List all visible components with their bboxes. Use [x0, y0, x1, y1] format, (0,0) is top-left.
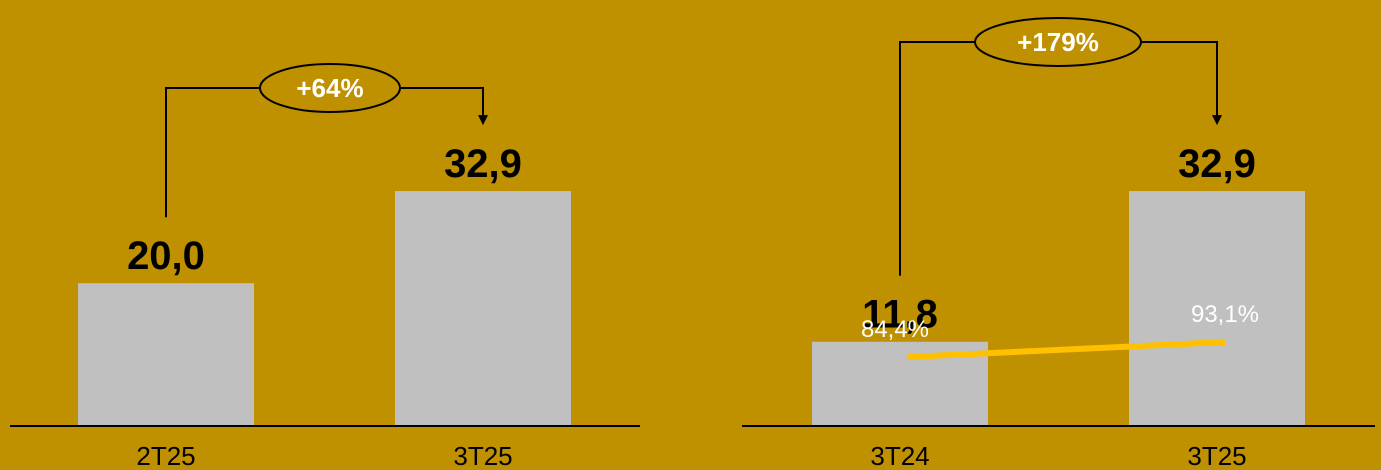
- percentage-label: 93,1%: [1191, 301, 1259, 328]
- bar-2t25: [78, 283, 254, 426]
- x-tick-label: 3T24: [870, 441, 929, 470]
- x-tick-label: 3T25: [1187, 441, 1246, 470]
- x-tick-label: 2T25: [136, 441, 195, 470]
- growth-badge-label: +64%: [296, 73, 363, 103]
- growth-badge-label: +179%: [1017, 27, 1099, 57]
- data-label: 11,8: [862, 293, 938, 337]
- data-label: 32,9: [444, 142, 522, 186]
- percentage-label: 84,4%: [861, 316, 929, 343]
- data-label: 32,9: [1178, 142, 1256, 186]
- bar-3t25: [395, 191, 571, 426]
- bar-3t25: [1129, 191, 1305, 426]
- percentage-line: [907, 339, 1226, 360]
- x-tick-label: 3T25: [453, 441, 512, 470]
- growth-badge: [974, 17, 1142, 67]
- data-label: 20,0: [127, 234, 205, 278]
- growth-badge: [259, 63, 401, 113]
